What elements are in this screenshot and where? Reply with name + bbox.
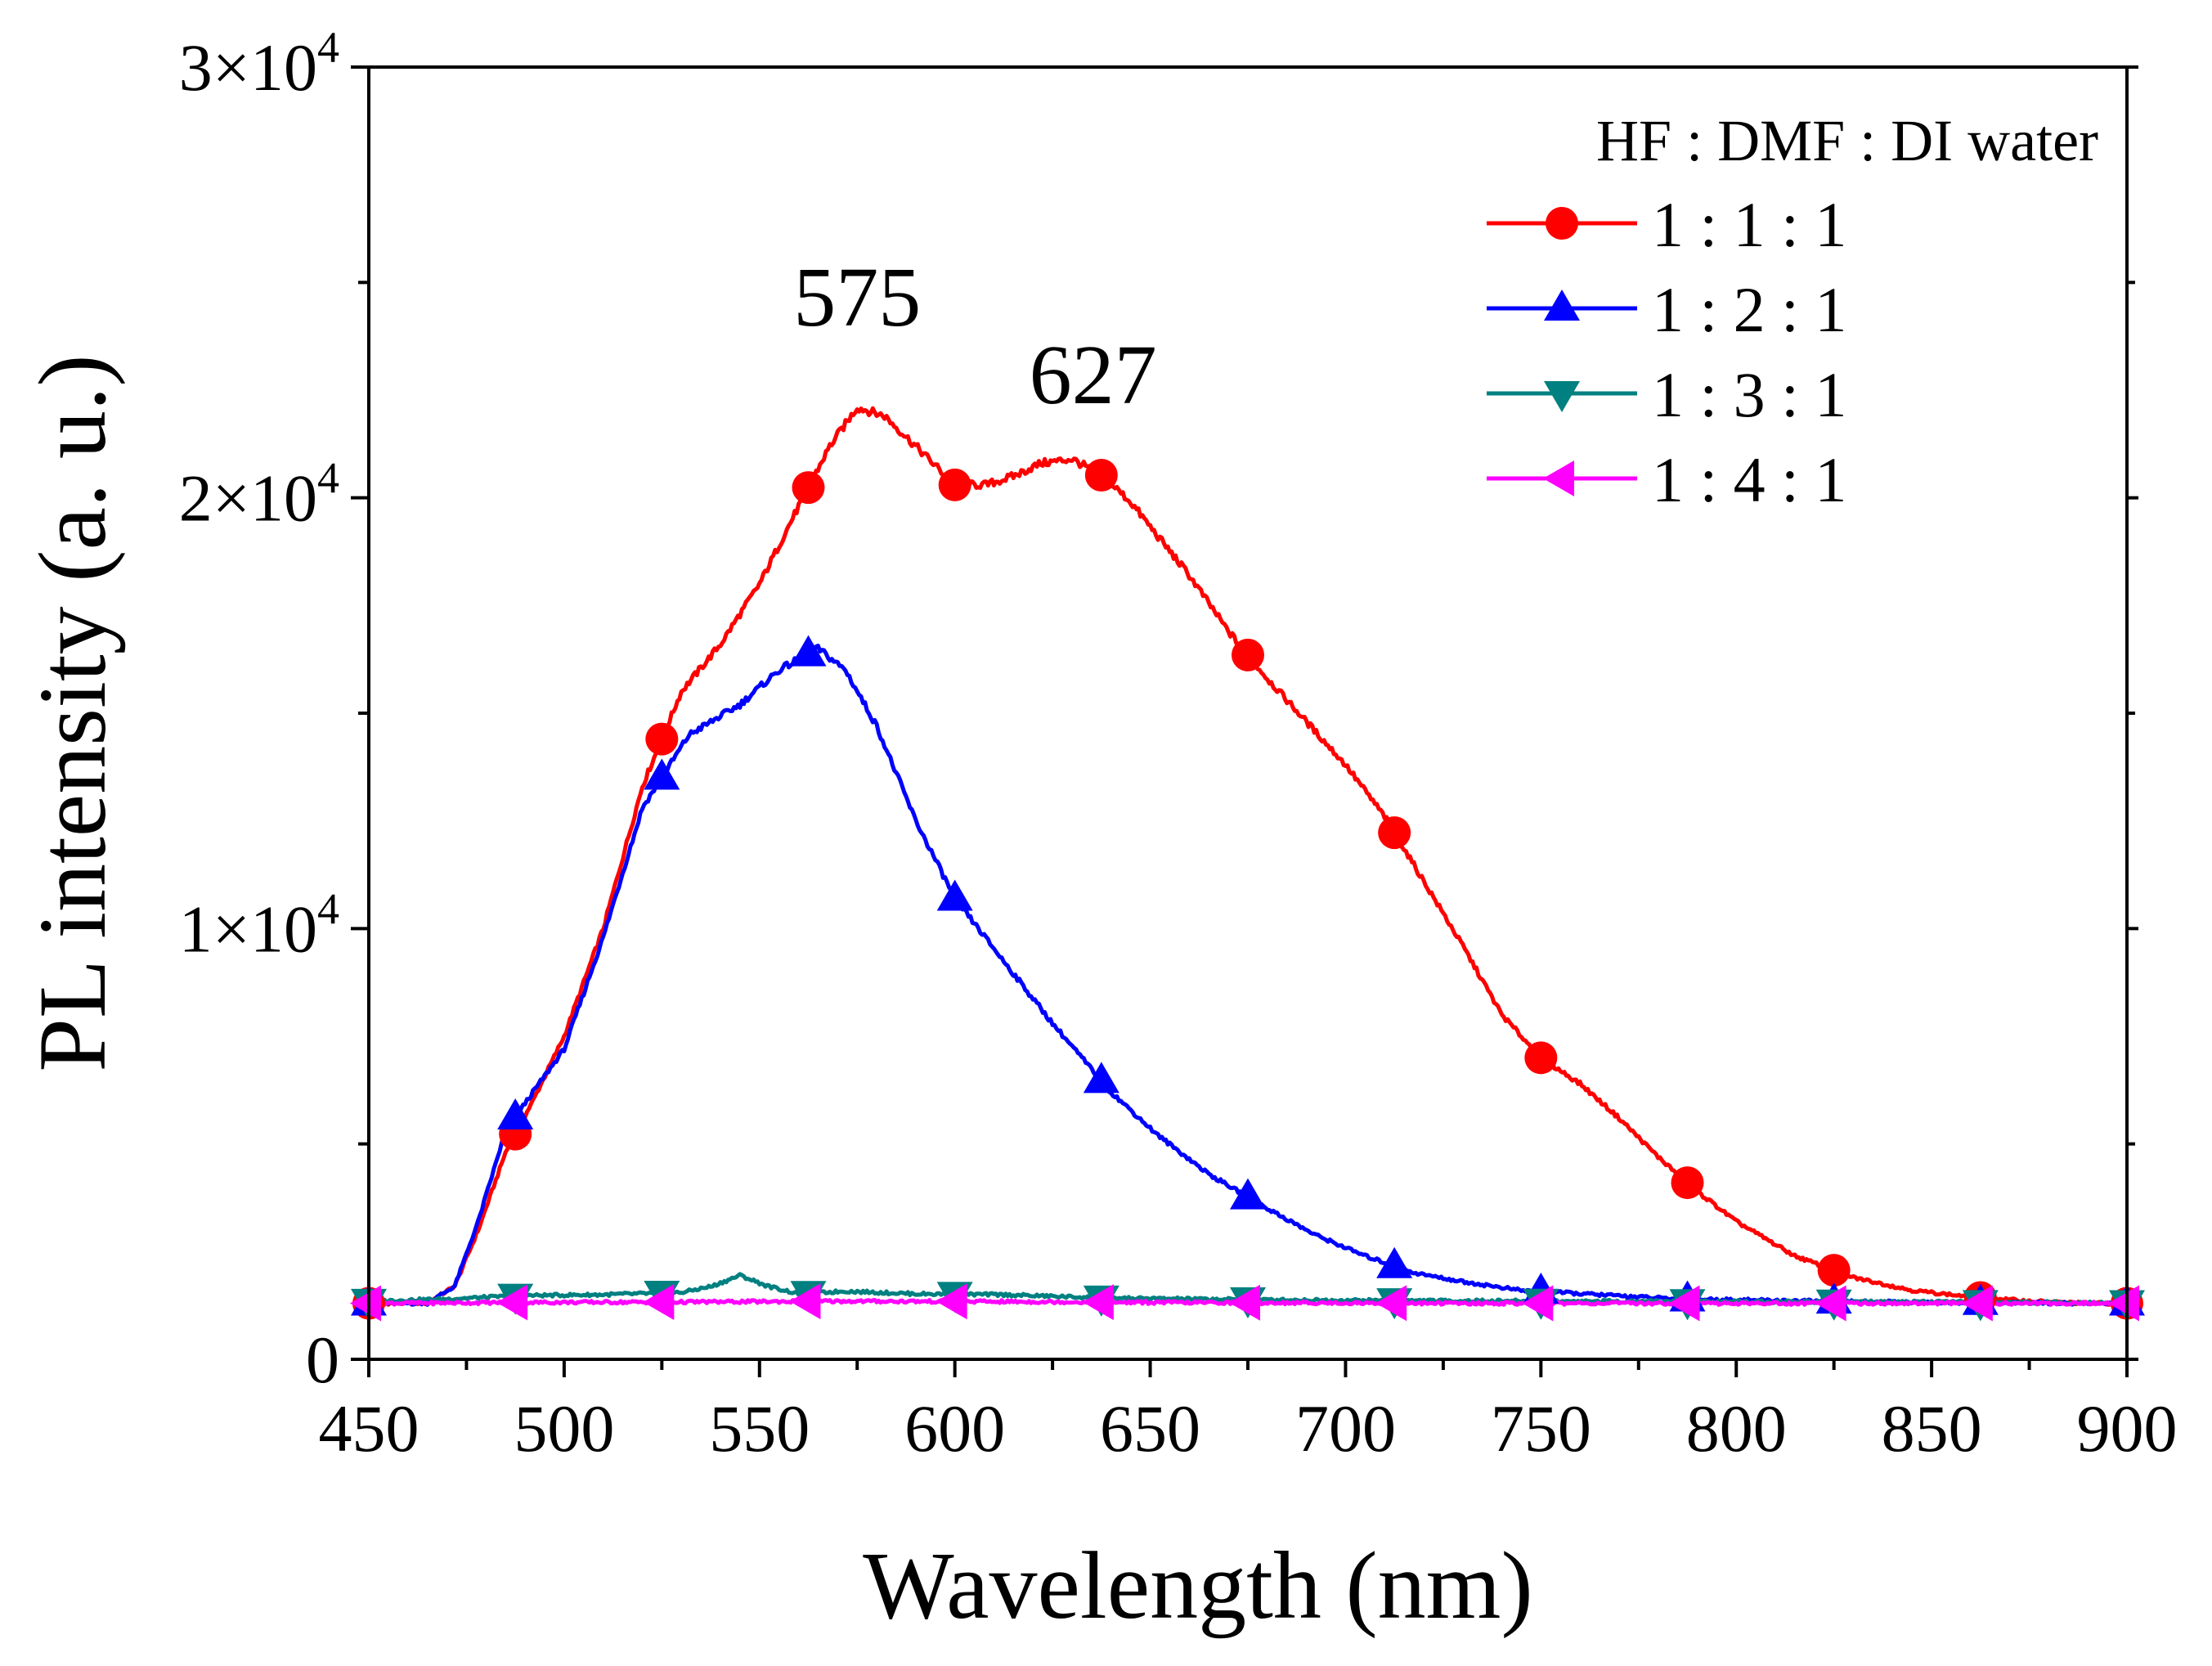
legend-marker bbox=[1544, 381, 1580, 412]
series-marker-4 bbox=[1375, 1285, 1407, 1322]
annotation-layer: 575 627 bbox=[793, 250, 1156, 422]
series-marker-4 bbox=[2108, 1285, 2139, 1322]
peak-annotation: 575 bbox=[793, 250, 921, 344]
series-marker-2 bbox=[644, 758, 680, 790]
series-marker-1 bbox=[1378, 816, 1411, 850]
legend-marker bbox=[1544, 290, 1580, 321]
series-marker-2 bbox=[790, 635, 827, 667]
series-marker-4 bbox=[1961, 1285, 1993, 1322]
y-tick-label: 2×104 bbox=[179, 454, 339, 536]
series-marker-2 bbox=[1376, 1246, 1413, 1278]
legend-marker bbox=[1543, 460, 1574, 496]
x-tick-label: 850 bbox=[1882, 1391, 1982, 1466]
series-marker-1 bbox=[1524, 1041, 1558, 1075]
series-marker-1 bbox=[1671, 1166, 1704, 1200]
series-marker-4 bbox=[350, 1285, 381, 1322]
series-marker-4 bbox=[1815, 1285, 1846, 1322]
legend-label: 1 : 1 : 1 bbox=[1652, 189, 1846, 260]
series-marker-1 bbox=[1232, 638, 1264, 671]
series-marker-4 bbox=[789, 1283, 821, 1320]
x-tick-label: 650 bbox=[1100, 1391, 1200, 1466]
y-tick-label: 1×104 bbox=[179, 884, 339, 966]
legend-title: HF : DMF : DI water bbox=[1596, 108, 2098, 173]
series-marker-2 bbox=[1230, 1178, 1266, 1210]
series-marker-1 bbox=[1084, 459, 1118, 492]
series-marker-1 bbox=[645, 722, 679, 756]
series-marker-2 bbox=[497, 1098, 534, 1129]
series-marker-1 bbox=[938, 468, 971, 501]
x-tick-label: 600 bbox=[904, 1391, 1005, 1466]
legend-label: 1 : 3 : 1 bbox=[1652, 359, 1846, 430]
series-marker-1 bbox=[1817, 1254, 1851, 1287]
marker-layer bbox=[350, 459, 2145, 1322]
series-marker-4 bbox=[643, 1284, 675, 1321]
series-marker-1 bbox=[792, 471, 825, 505]
series-marker-2 bbox=[936, 879, 973, 911]
y-tick-label: 0 bbox=[306, 1322, 339, 1397]
series-marker-4 bbox=[1082, 1284, 1114, 1321]
legend-label: 1 : 2 : 1 bbox=[1652, 274, 1846, 345]
y-axis-title: PL intensity (a. u.) bbox=[19, 354, 126, 1071]
x-tick-label: 700 bbox=[1295, 1391, 1396, 1466]
legend-label: 1 : 4 : 1 bbox=[1652, 444, 1846, 515]
series-marker-4 bbox=[1668, 1285, 1700, 1322]
x-tick-label: 550 bbox=[709, 1391, 810, 1466]
legend: HF : DMF : DI water 1 : 1 : 1 1 : 2 : 1 1 :… bbox=[1487, 108, 2098, 515]
series-marker-4 bbox=[1229, 1284, 1260, 1321]
legend-marker bbox=[1546, 207, 1578, 240]
peak-annotation: 627 bbox=[1030, 328, 1157, 422]
axis-layer: 450 500 550 600 650 700 750 800 850 900 0 1×104 2×10… bbox=[179, 23, 2178, 1466]
series-marker-4 bbox=[1522, 1285, 1554, 1322]
x-tick-label: 500 bbox=[514, 1391, 614, 1466]
series-marker-4 bbox=[936, 1283, 967, 1320]
y-tick-label: 3×104 bbox=[179, 23, 339, 105]
x-tick-label: 750 bbox=[1491, 1391, 1591, 1466]
x-tick-label: 800 bbox=[1686, 1391, 1787, 1466]
x-tick-label: 900 bbox=[2077, 1391, 2178, 1466]
series-marker-4 bbox=[496, 1284, 528, 1321]
x-axis-title: Wavelength (nm) bbox=[863, 1532, 1533, 1639]
x-tick-label: 450 bbox=[319, 1391, 420, 1466]
series-marker-2 bbox=[1083, 1062, 1119, 1093]
